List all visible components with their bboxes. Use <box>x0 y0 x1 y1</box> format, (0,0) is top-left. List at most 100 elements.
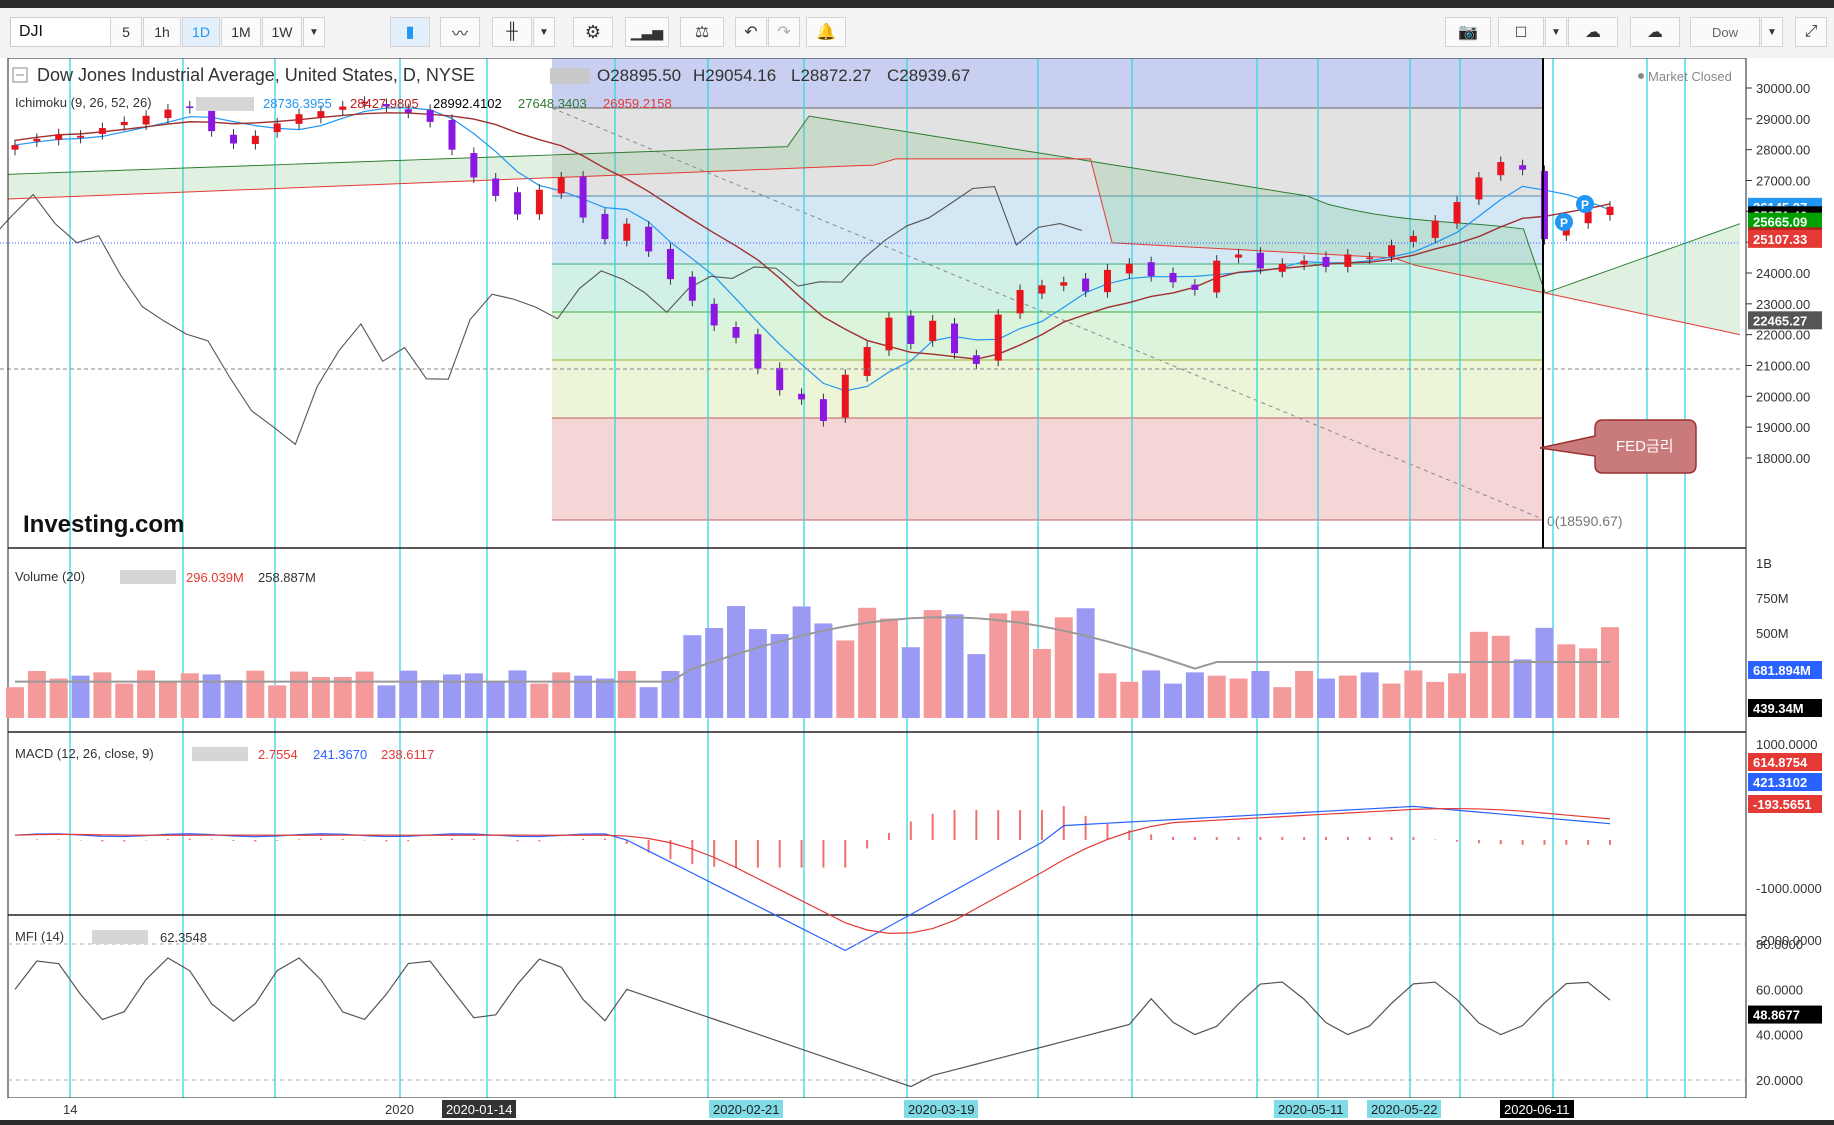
indicator-controls-icon[interactable] <box>92 930 148 944</box>
interval-1h-button[interactable]: 1h <box>143 17 181 47</box>
ohlc-open: O28895.50 <box>597 66 681 85</box>
volume-bar <box>1601 627 1619 718</box>
indicator-controls-icon[interactable] <box>192 747 248 761</box>
fullscreen-icon[interactable]: ⤢ <box>1795 17 1827 47</box>
volume-bar <box>967 654 986 718</box>
style-dropdown-icon[interactable]: ▼ <box>533 17 555 47</box>
interval-1d-button[interactable]: 1D <box>182 17 220 47</box>
candle-body <box>776 367 784 391</box>
indicator-controls-icon[interactable] <box>196 97 254 111</box>
price-tick-label: 29000.00 <box>1756 112 1810 127</box>
market-status: Market Closed <box>1648 69 1732 84</box>
volume-bar <box>71 675 90 718</box>
price-tag <box>1748 311 1822 330</box>
candle-body <box>1213 260 1221 293</box>
fibonacci-retracement[interactable]: 0(18590.67) <box>551 58 1623 529</box>
interval-5-button[interactable]: 5 <box>110 17 142 47</box>
volume-bar <box>1426 681 1445 718</box>
senkou-span-a-line <box>7 115 1741 294</box>
time-axis[interactable]: 14 2020 2020-01-14 2020-02-21 2020-03-19 2020… <box>8 1098 1746 1120</box>
ichimoku-value-2: 28427.9805 <box>350 96 419 111</box>
interval-1w-button[interactable]: 1W <box>262 17 302 47</box>
ichimoku-cloud <box>7 115 1741 336</box>
price-tick-label: 27000.00 <box>1756 174 1810 189</box>
price-tag-label: 25665.09 <box>1753 215 1807 230</box>
fib-zone-5 <box>552 312 1543 360</box>
svg-text:P: P <box>1581 198 1589 212</box>
macd-tag <box>1748 795 1822 813</box>
fib-zero-label: 0(18590.67) <box>1547 513 1623 529</box>
settings-gear-icon[interactable]: ⚙ <box>573 17 613 47</box>
indicator-controls-icon[interactable] <box>120 570 176 584</box>
bars-style-icon[interactable]: ╫ <box>492 17 532 47</box>
volume-bar <box>486 681 505 718</box>
template-search-input[interactable]: Dow <box>1690 17 1760 47</box>
candle-body <box>339 106 347 110</box>
layout-dropdown-icon[interactable]: ▼ <box>1545 17 1567 47</box>
price-tag <box>1748 229 1822 248</box>
macd-pane[interactable]: 1000.0000 -1000.0000 -2000.0000 614.8754 421… <box>14 737 1822 952</box>
volume-bar <box>1207 675 1226 718</box>
volume-bar <box>901 647 920 718</box>
compare-scale-icon[interactable]: ⚖ <box>680 17 724 47</box>
volume-bar <box>224 680 243 718</box>
ichimoku-value-1: 28736.3955 <box>263 96 332 111</box>
price-tag-label: 22465.27 <box>1753 313 1807 328</box>
volume-bar <box>530 683 549 718</box>
event-marker-p-icon[interactable] <box>1576 195 1594 213</box>
candle-body <box>295 114 303 124</box>
price-axis[interactable]: 30000.0029000.0028000.0027000.0026000.00… <box>1746 81 1822 466</box>
price-tick-label: 19000.00 <box>1756 420 1810 435</box>
symbol-input[interactable]: DJI <box>10 17 125 47</box>
time-label-highlighted: 2020-05-22 <box>1371 1102 1438 1117</box>
redo-icon[interactable]: ↷ <box>768 17 800 47</box>
volume-bar <box>6 687 24 718</box>
investing-logo: Investing.com <box>23 511 184 538</box>
interval-dropdown-icon[interactable]: ▼ <box>303 17 325 47</box>
template-dropdown-icon[interactable]: ▼ <box>1761 17 1783 47</box>
candle-body <box>77 135 85 138</box>
alert-bell-icon[interactable]: 🔔 <box>806 17 846 47</box>
candle-body <box>1278 263 1286 272</box>
fib-zone-4 <box>552 264 1543 312</box>
candle-body <box>1300 260 1308 265</box>
chart-area[interactable]: 0(18590.67) FED금리 P P <box>0 57 1834 1120</box>
volume-tag <box>1748 699 1822 717</box>
volume-bar <box>989 613 1008 718</box>
candle-body <box>251 135 259 145</box>
mfi-tick-label: 60.0000 <box>1756 982 1803 997</box>
macd-tick-label: -1000.0000 <box>1756 881 1822 896</box>
candle-body <box>229 134 237 144</box>
price-tick-label: 20000.00 <box>1756 389 1810 404</box>
volume-bar <box>858 607 877 718</box>
legend-controls-icon[interactable] <box>550 68 590 84</box>
event-marker-p-icon[interactable] <box>1555 213 1573 231</box>
time-axis-bg <box>8 1098 1746 1120</box>
cloud-download-icon[interactable]: ☁ <box>1568 17 1618 47</box>
time-label-highlight <box>1274 1100 1348 1118</box>
volume-tick-label: 500M <box>1756 626 1789 641</box>
fed-rate-callout[interactable]: FED금리 <box>1539 419 1697 474</box>
volume-tag-label: 439.34M <box>1753 701 1804 716</box>
layout-square-icon[interactable]: ☐ <box>1498 17 1544 47</box>
collapse-icon[interactable] <box>12 67 28 83</box>
ichimoku-value-4: 27648.3403 <box>518 96 587 111</box>
interval-1m-button[interactable]: 1M <box>221 17 261 47</box>
toolbar: DJI 5 1h 1D 1M 1W ▼ ▮ 〰 ╫ ▼ ⚙ ▁▃▅ ⚖ ↶ ↷ … <box>0 8 1834 59</box>
macd-tick-label: 1000.0000 <box>1756 737 1817 752</box>
screenshot-camera-icon[interactable]: 📷 <box>1445 17 1491 47</box>
volume-bar <box>355 671 374 718</box>
volume-bar <box>945 614 964 718</box>
undo-icon[interactable]: ↶ <box>735 17 767 47</box>
chart-canvas[interactable]: 0(18590.67) FED금리 P P <box>0 57 1834 1120</box>
cloud-upload-icon[interactable]: ☁ <box>1630 17 1680 47</box>
candles-style-icon[interactable]: ▮ <box>390 17 430 47</box>
line-style-icon[interactable]: 〰 <box>440 17 480 47</box>
candle-body <box>98 128 106 134</box>
mfi-pane[interactable]: 80.0000 60.0000 40.0000 20.0000 48.8677 <box>8 937 1822 1088</box>
candle-body <box>33 138 41 142</box>
volume-bar <box>1054 617 1073 718</box>
candle-body <box>1016 289 1024 314</box>
indicators-icon[interactable]: ▁▃▅ <box>625 17 669 47</box>
